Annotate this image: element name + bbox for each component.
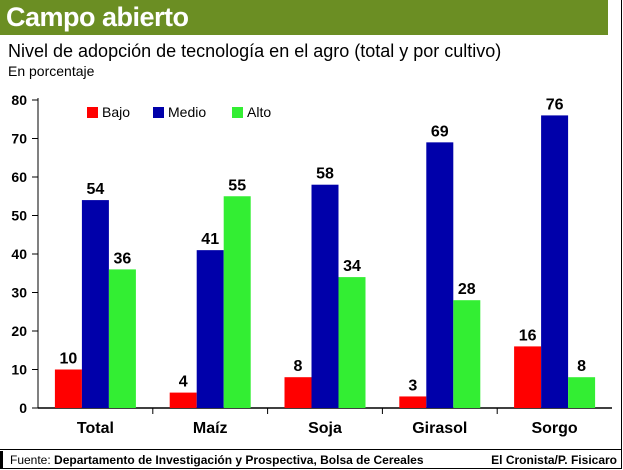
- data-label: 4: [179, 374, 188, 391]
- source-label: Fuente:: [10, 453, 51, 467]
- bar-medio: [311, 184, 339, 408]
- x-tick-label: Girasol: [412, 420, 467, 437]
- footer-marker: [0, 451, 3, 469]
- y-tick-label: 80: [11, 92, 27, 108]
- source-note: Fuente: Departamento de Investigación y …: [10, 453, 424, 467]
- legend-label-alto: Alto: [247, 104, 271, 120]
- data-label: 34: [343, 258, 361, 275]
- legend-swatch-bajo: [87, 107, 98, 118]
- data-label: 76: [546, 96, 564, 113]
- data-label: 8: [294, 358, 303, 375]
- legend-swatch-medio: [153, 107, 164, 118]
- data-label: 8: [577, 358, 586, 375]
- y-tick-label: 20: [11, 323, 27, 339]
- footer-divider: [0, 449, 622, 450]
- data-label: 28: [458, 281, 476, 298]
- bar-bajo: [399, 396, 427, 408]
- bar-medio: [196, 250, 224, 408]
- bar-alto: [338, 277, 366, 408]
- data-label: 69: [431, 123, 449, 140]
- bar-medio: [541, 115, 569, 409]
- data-label: 16: [519, 327, 537, 344]
- bar-medio: [426, 142, 454, 408]
- bar-bajo: [514, 346, 542, 408]
- bar-alto: [453, 300, 481, 408]
- bar-medio: [81, 200, 109, 408]
- y-tick-label: 70: [11, 131, 27, 147]
- y-tick-label: 50: [11, 208, 27, 224]
- data-label: 54: [87, 181, 105, 198]
- data-label: 41: [201, 231, 219, 248]
- data-label: 58: [316, 166, 334, 183]
- data-label: 36: [114, 250, 132, 267]
- x-tick-label: Total: [77, 420, 114, 437]
- chart-title: Campo abierto: [6, 2, 189, 32]
- bar-bajo: [169, 392, 197, 408]
- unit-label: En porcentaje: [8, 63, 95, 79]
- y-tick-label: 0: [19, 400, 27, 416]
- x-tick-label: Soja: [308, 420, 342, 437]
- legend-label-medio: Medio: [168, 104, 206, 120]
- y-tick-label: 40: [11, 246, 27, 262]
- y-tick-label: 30: [11, 285, 27, 301]
- data-label: 10: [60, 351, 78, 368]
- source-text: Departamento de Investigación y Prospect…: [54, 453, 424, 467]
- bar-alto: [223, 196, 251, 408]
- bar-bajo: [54, 369, 82, 408]
- x-tick-label: Sorgo: [531, 420, 577, 437]
- chart-subtitle: Nivel de adopción de tecnología en el ag…: [8, 41, 502, 61]
- y-tick-label: 10: [11, 362, 27, 378]
- bar-chart: 0 10 20 30 40 50 60 70 80 10 54 36 Total 4 41 55 Maíz 8 58…: [11, 92, 612, 437]
- legend-swatch-alto: [232, 107, 243, 118]
- data-label: 55: [228, 177, 246, 194]
- x-tick-label: Maíz: [193, 420, 228, 437]
- bar-alto: [568, 377, 596, 408]
- bar-alto: [108, 269, 136, 408]
- legend-label-bajo: Bajo: [102, 104, 130, 120]
- title-banner: Campo abierto: [0, 0, 608, 35]
- credit: El Cronista/P. Fisicaro: [491, 453, 617, 467]
- y-tick-label: 60: [11, 169, 27, 185]
- data-label: 3: [408, 377, 417, 394]
- bar-bajo: [284, 377, 312, 408]
